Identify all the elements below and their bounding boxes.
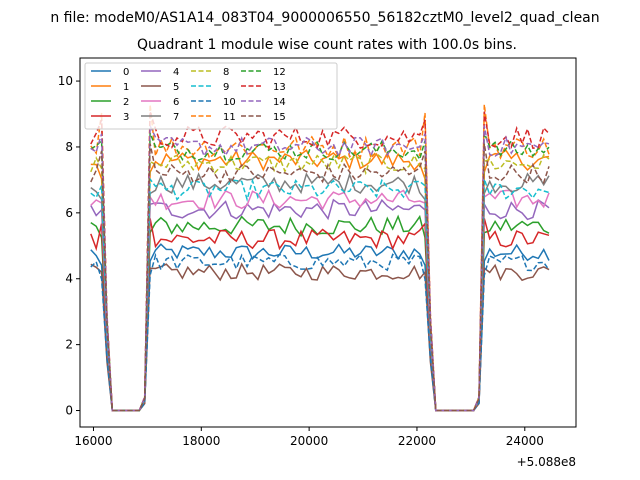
legend-label: 0	[123, 67, 129, 78]
legend-label: 12	[273, 67, 286, 78]
series-group	[90, 104, 550, 412]
y-tick-label: 6	[65, 206, 73, 220]
legend-label: 1	[123, 82, 129, 93]
legend-label: 7	[173, 112, 179, 123]
legend-label: 10	[223, 97, 236, 108]
x-offset-text: +5.088e8	[517, 455, 576, 469]
y-tick-label: 10	[58, 74, 73, 88]
plot-frame	[79, 57, 577, 428]
figure-suptitle: n file: modeM0/AS1A14_083T04_9000006550_…	[50, 10, 599, 26]
legend-label: 4	[173, 67, 179, 78]
x-tick-label: 22000	[398, 434, 436, 448]
y-tick-label: 0	[65, 404, 73, 418]
legend-label: 9	[223, 82, 229, 93]
legend-box	[84, 62, 338, 130]
y-axis: 0 2 4 6 8 10	[58, 74, 80, 418]
legend-label: 13	[273, 82, 286, 93]
chart-title: Quadrant 1 module wise count rates with …	[137, 37, 517, 53]
x-tick-label: 24000	[506, 434, 544, 448]
x-tick-label: 18000	[182, 434, 220, 448]
legend-label: 15	[273, 112, 286, 123]
x-axis: 16000 18000 20000 22000 24000	[74, 427, 544, 448]
y-tick-label: 4	[65, 272, 73, 286]
legend-label: 5	[173, 82, 179, 93]
legend-label: 14	[273, 97, 286, 108]
x-tick-label: 20000	[290, 434, 328, 448]
series-14-line	[90, 125, 550, 412]
y-tick-label: 8	[65, 140, 73, 154]
legend-label: 8	[223, 67, 229, 78]
series-10-line	[90, 252, 550, 412]
legend-label: 3	[123, 112, 129, 123]
legend-label: 11	[223, 112, 236, 123]
series-15-line	[90, 143, 550, 412]
y-tick-label: 2	[65, 338, 73, 352]
x-tick-label: 16000	[74, 434, 112, 448]
legend-label: 2	[123, 97, 129, 108]
legend-label: 6	[173, 97, 179, 108]
